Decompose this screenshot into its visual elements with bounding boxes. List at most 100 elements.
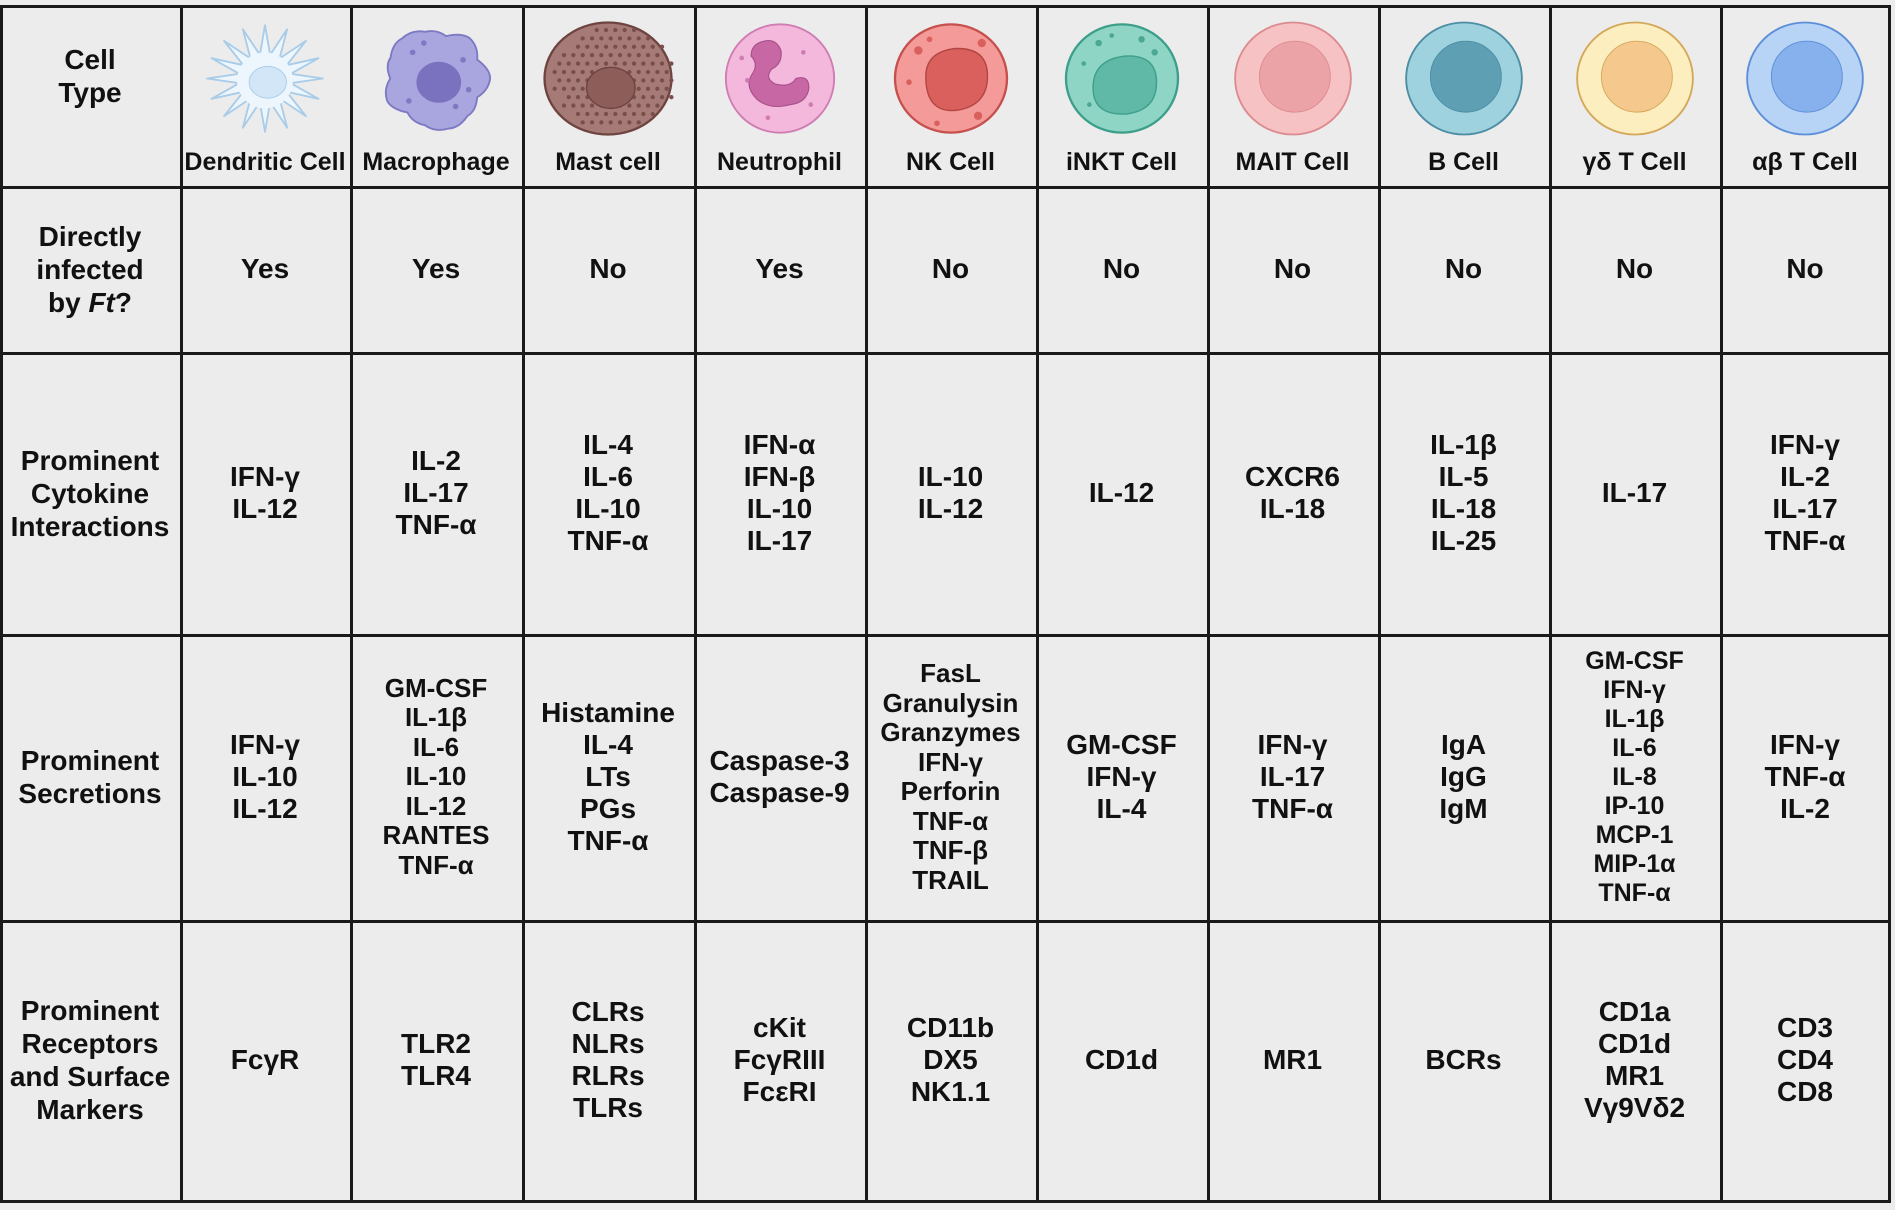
table-cell: cKit FcγRIII FcεRI bbox=[694, 920, 865, 1200]
cell-value: TNF-α bbox=[1764, 525, 1846, 556]
grid-line-vertical bbox=[1549, 5, 1552, 1203]
cell-value: Yes bbox=[411, 253, 461, 284]
cell-value: DX5 bbox=[923, 1044, 978, 1075]
cell-value: IL-10 bbox=[917, 461, 984, 492]
cell-value: IgG bbox=[1440, 761, 1487, 792]
cell-value: IFN-γ bbox=[1257, 729, 1328, 760]
cell-value: IL-18 bbox=[1259, 493, 1326, 524]
cell-type-name: γδ T Cell bbox=[1582, 148, 1687, 176]
cell-value: IFN-γ bbox=[1770, 429, 1840, 460]
table-cell: CD1a CD1d MR1 Vγ9Vδ2 bbox=[1549, 920, 1720, 1200]
cell-value: MR1 bbox=[1262, 1044, 1323, 1075]
cell-value: IL-1β bbox=[1430, 429, 1497, 460]
cell-illustration bbox=[384, 30, 492, 131]
cell-value: IL-10 bbox=[232, 761, 298, 792]
cell-value: LTs bbox=[585, 761, 631, 792]
table-cell: IFN-γ IL-12 bbox=[180, 352, 350, 634]
cell-value: GM-CSF bbox=[1066, 729, 1177, 760]
cell-value: No bbox=[1102, 253, 1141, 284]
cell-value: IL-12 bbox=[232, 793, 298, 824]
grid-line-horizontal bbox=[0, 352, 1891, 355]
header-label-line: Cell bbox=[64, 43, 116, 75]
cell-value: IL-17 bbox=[1259, 761, 1326, 792]
cell-illustration bbox=[1064, 23, 1179, 134]
cell-value: IL-12 bbox=[405, 790, 467, 821]
cell-type-name: MAIT Cell bbox=[1235, 148, 1350, 176]
cell-value: FcγR bbox=[230, 1044, 300, 1075]
table-cell: CXCR6 IL-18 bbox=[1207, 352, 1378, 634]
table-cell: CD1d bbox=[1036, 920, 1207, 1200]
cell-value: IL-1β bbox=[404, 702, 468, 733]
species-abbrev: Ft bbox=[88, 286, 115, 318]
table-cell: CD3 CD4 CD8 bbox=[1720, 920, 1890, 1200]
cell-value: No bbox=[589, 253, 627, 284]
cell-illustration bbox=[1575, 21, 1694, 136]
table-cell: FasL Granulysin Granzymes IFN-γ Perforin TNF-… bbox=[865, 634, 1036, 920]
cell-value: CLRs bbox=[571, 996, 645, 1027]
alpha-beta-t-cell-icon bbox=[1746, 21, 1864, 136]
nk-cell-icon bbox=[893, 23, 1008, 134]
cell-value: TNF-α bbox=[1252, 793, 1333, 824]
cell-value: Perforin bbox=[900, 776, 1001, 806]
cell-value: IFN-β bbox=[743, 461, 816, 492]
grid-line-horizontal bbox=[0, 920, 1891, 923]
dendritic-cell-icon bbox=[206, 24, 324, 133]
cell-value: TNF-α bbox=[912, 805, 989, 836]
grid-line-vertical bbox=[180, 5, 183, 1203]
cell-value: CD4 bbox=[1776, 1044, 1833, 1075]
grid-line-vertical bbox=[865, 5, 868, 1203]
cell-value: IL-2 bbox=[1780, 461, 1830, 492]
cell-value: IL-17 bbox=[746, 525, 813, 556]
cell-type-name: Neutrophil bbox=[717, 148, 842, 176]
row-label-line: infected bbox=[36, 253, 144, 285]
grid-line-horizontal bbox=[0, 186, 1891, 189]
cell-value: IFN-α bbox=[743, 429, 816, 460]
table-cell: IL-2 IL-17 TNF-α bbox=[350, 352, 522, 634]
cell-value: TLR4 bbox=[401, 1060, 471, 1091]
cell-value: IL-17 bbox=[403, 477, 469, 508]
cell-value: NLRs bbox=[571, 1028, 645, 1059]
cell-value: NK1.1 bbox=[910, 1076, 991, 1107]
table-cell: IL-1β IL-5 IL-18 IL-25 bbox=[1378, 352, 1549, 634]
cell-value: cKit bbox=[753, 1012, 806, 1043]
cell-value: IFN-γ bbox=[1603, 675, 1666, 704]
cell-value: TLR2 bbox=[401, 1028, 471, 1059]
grid-line-vertical bbox=[1888, 5, 1891, 1203]
grid-line-vertical bbox=[350, 5, 353, 1203]
row-label: Prominent Cytokine Interactions bbox=[0, 352, 180, 634]
header-label-line: Type bbox=[58, 76, 122, 108]
cell-value: TNF-α bbox=[395, 509, 477, 540]
cell-value: IL-18 bbox=[1430, 493, 1497, 524]
table-cell: No bbox=[1549, 186, 1720, 352]
cell-value: TNF-β bbox=[912, 835, 989, 865]
grid-line-vertical bbox=[694, 5, 697, 1203]
table-cell: IFN-γ IL-2 IL-17 TNF-α bbox=[1720, 352, 1890, 634]
row-label-line: Cytokine bbox=[30, 477, 150, 509]
grid-line-horizontal bbox=[0, 1200, 1891, 1203]
cell-value: IL-17 bbox=[1601, 477, 1668, 508]
cell-value: IL-8 bbox=[1612, 762, 1657, 791]
table-cell: GM-CSF IFN-γ IL-4 bbox=[1036, 634, 1207, 920]
cell-illustration bbox=[724, 23, 835, 134]
cell-value: No bbox=[1615, 253, 1654, 284]
cell-type-name: Macrophage bbox=[362, 148, 510, 176]
cell-value: PGs bbox=[579, 793, 637, 824]
cell-value: RANTES bbox=[382, 820, 490, 851]
table-cell: Histamine IL-4 LTs PGs TNF-α bbox=[522, 634, 694, 920]
cell-value: TNF-α bbox=[567, 825, 649, 856]
table-cell: IFN-γ IL-10 IL-12 bbox=[180, 634, 350, 920]
inkt-cell-icon bbox=[1064, 23, 1179, 134]
cell-value: IL-25 bbox=[1430, 525, 1497, 556]
cell-value: Caspase-3 bbox=[709, 745, 850, 776]
cell-value: IL-4 bbox=[1096, 793, 1147, 824]
cell-value: MCP-1 bbox=[1595, 820, 1674, 849]
cell-value: FcεRI bbox=[742, 1076, 817, 1107]
grid-line-horizontal bbox=[0, 634, 1891, 637]
cell-value: IFN-γ bbox=[230, 461, 300, 492]
grid-line-horizontal bbox=[0, 5, 1891, 8]
cell-value: TRAIL bbox=[912, 864, 989, 895]
table-cell: GM-CSF IL-1β IL-6 IL-10 IL-12 RANTES TNF-α bbox=[350, 634, 522, 920]
cell-value: Granulysin bbox=[882, 687, 1019, 718]
row-label: Prominent Secretions bbox=[0, 634, 180, 920]
